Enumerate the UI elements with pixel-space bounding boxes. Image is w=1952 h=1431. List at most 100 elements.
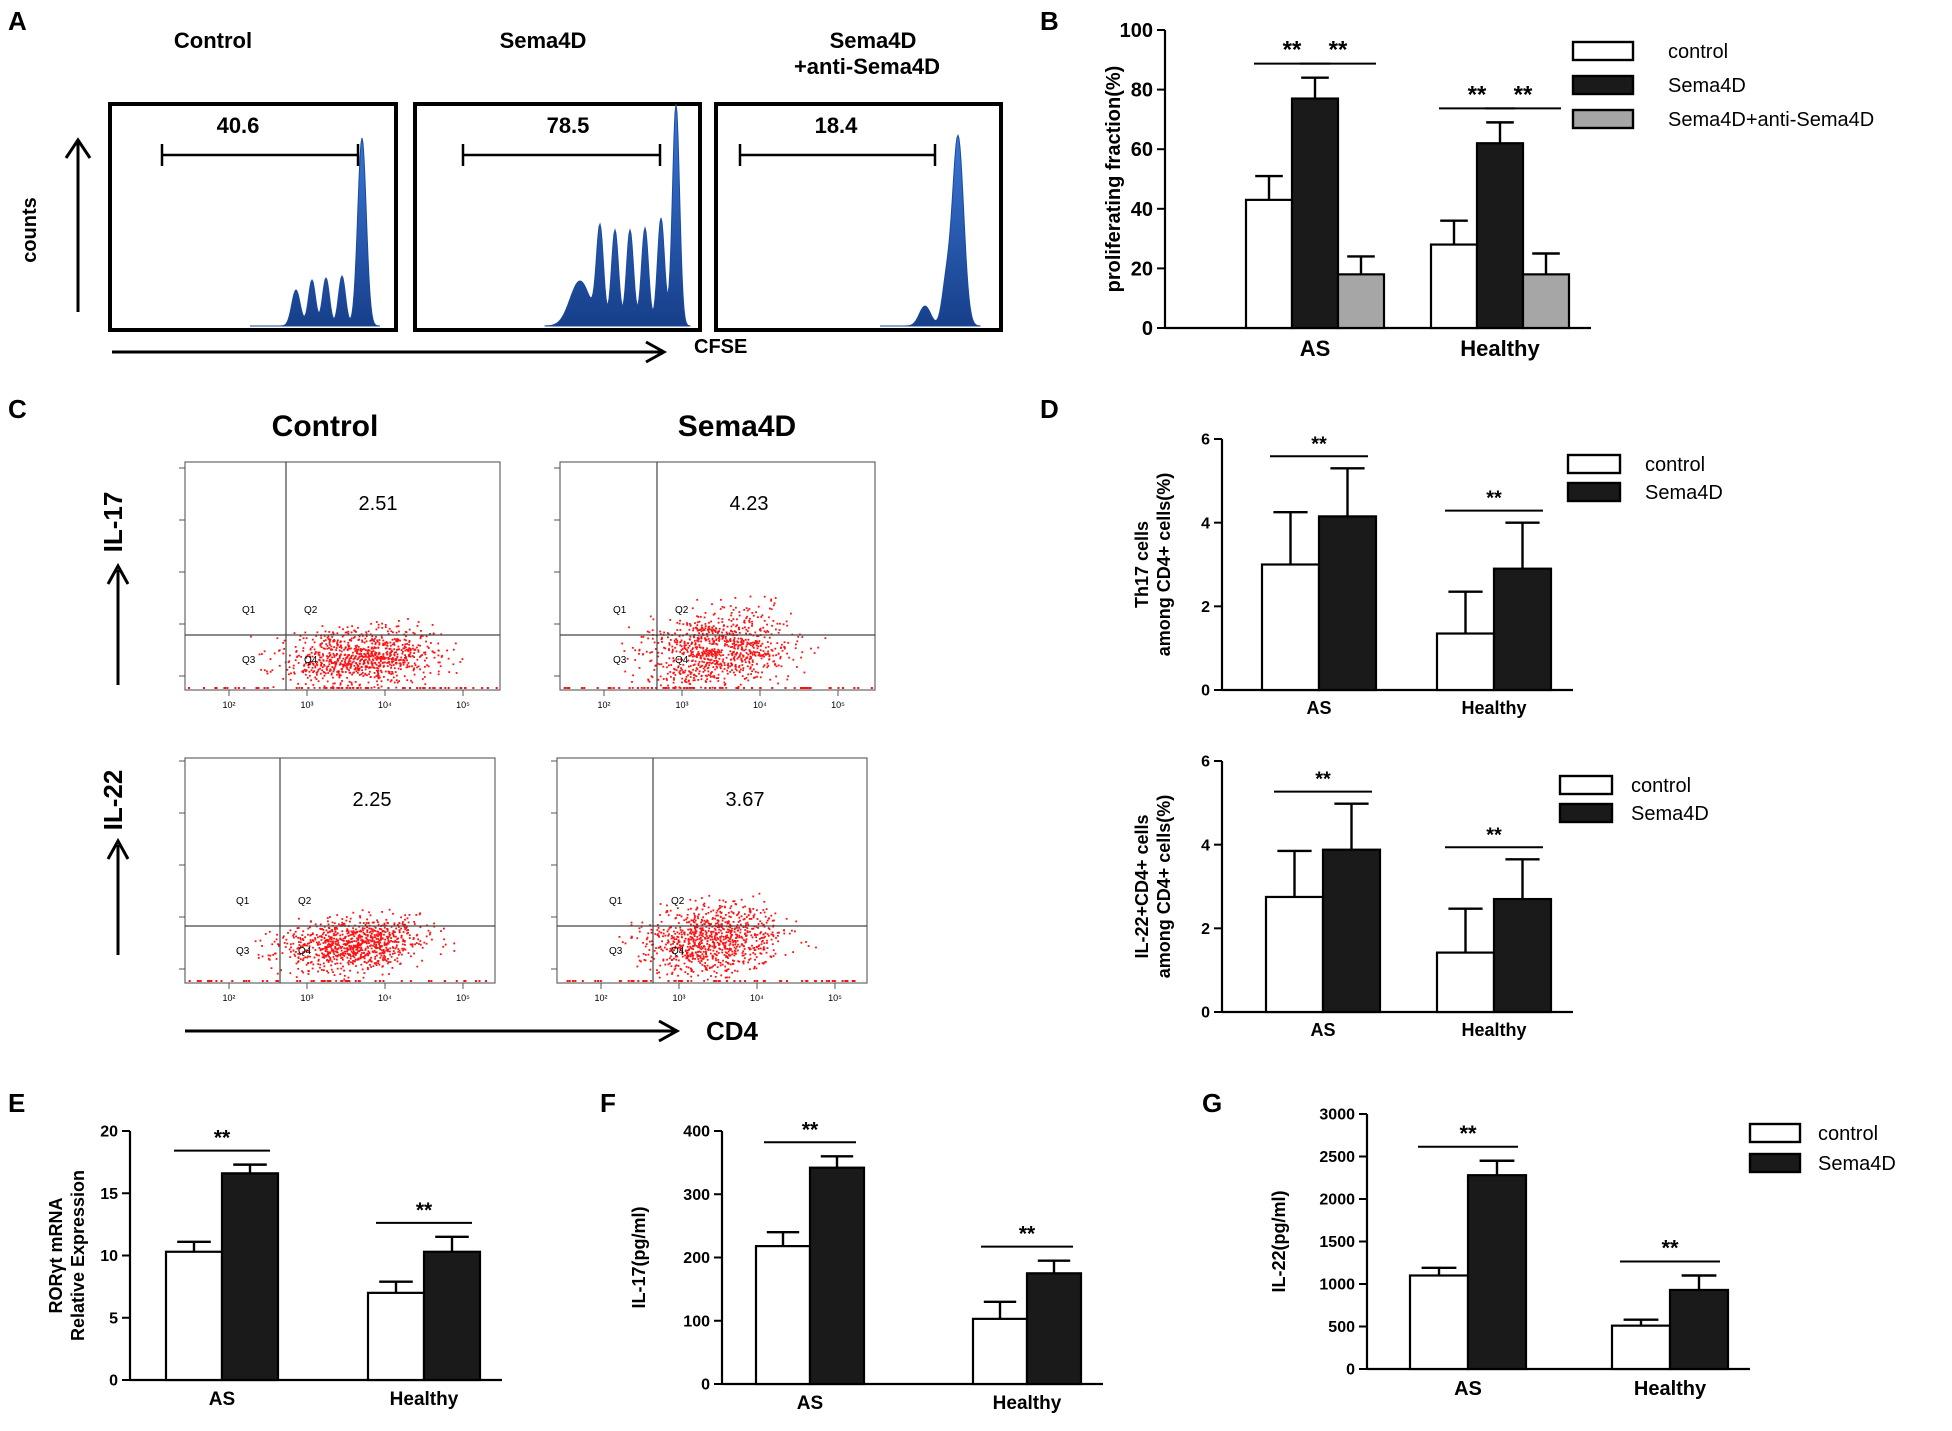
cell-event [718, 640, 720, 642]
cell-event [672, 681, 675, 684]
cell-event [707, 628, 709, 631]
cell-event [718, 931, 720, 934]
legend-swatch [1571, 108, 1635, 130]
legend-swatch [1571, 74, 1635, 96]
cell-event [354, 946, 357, 949]
cell-event [376, 639, 379, 642]
bar-sema4d-as [1317, 515, 1378, 692]
cell-event [707, 922, 710, 925]
cell-event [329, 916, 331, 918]
cell-event [717, 637, 720, 640]
cell-event [289, 943, 292, 946]
log-tick-label: 10³ [300, 993, 313, 1003]
cell-event [671, 649, 674, 652]
cell-event [425, 657, 428, 659]
cell-event [321, 936, 323, 939]
cell-event [327, 980, 330, 982]
cell-event [733, 647, 736, 649]
cell-event [294, 646, 297, 648]
cell-event [363, 662, 366, 664]
cell-event [727, 957, 729, 959]
cell-event [710, 658, 713, 661]
cell-event [700, 640, 702, 643]
cell-event [693, 918, 696, 921]
cell-event [420, 654, 422, 657]
cell-event [758, 944, 761, 947]
cell-event [718, 928, 721, 931]
cell-event [304, 673, 307, 676]
cell-event [740, 943, 743, 946]
cell-event [362, 940, 364, 943]
cell-event [686, 957, 689, 959]
cell-event [375, 647, 377, 649]
cell-event [377, 687, 380, 689]
cell-event [733, 671, 735, 674]
cell-event [642, 980, 645, 982]
cell-event [313, 687, 316, 689]
cell-event [697, 951, 699, 953]
cell-event [377, 670, 379, 673]
cell-event [337, 947, 340, 950]
cell-event [446, 649, 448, 652]
cell-event [342, 940, 345, 942]
cell-event [395, 659, 397, 662]
panel-a: A counts CFSE Control 40.6 Sema4D 78.5 S… [8, 6, 1003, 364]
cell-event [727, 664, 730, 667]
cell-event [357, 980, 360, 982]
cell-event [396, 640, 399, 643]
cell-event [311, 967, 314, 970]
cell-event [317, 680, 320, 683]
cell-event [295, 687, 298, 689]
cell-event [724, 951, 727, 954]
cell-event [700, 918, 703, 921]
cell-event [738, 934, 741, 937]
cell-event [344, 950, 347, 953]
cell-event [784, 687, 787, 689]
cell-event [406, 648, 408, 651]
cell-event [319, 656, 321, 659]
cell-event [737, 637, 740, 640]
cell-event [410, 679, 412, 682]
cell-event [723, 640, 726, 642]
cell-event [724, 969, 727, 972]
cell-event [675, 669, 678, 671]
cell-event [377, 941, 380, 944]
cell-event [417, 621, 420, 623]
cell-event [372, 647, 375, 650]
log-tick-label: 10² [594, 993, 607, 1003]
cell-event [256, 687, 259, 689]
cell-event [408, 934, 411, 937]
cell-event [400, 656, 403, 659]
cell-event [646, 630, 649, 633]
significance-label: ** [1283, 37, 1302, 64]
cell-event [677, 936, 680, 939]
cell-event [305, 656, 307, 659]
cell-event [324, 946, 327, 948]
cell-event [370, 956, 372, 959]
row-label-il22: IL-22 [98, 770, 128, 831]
cell-event [402, 931, 405, 933]
cell-event [356, 958, 359, 961]
cell-event [237, 687, 240, 689]
cell-event [324, 647, 326, 650]
cell-event [670, 664, 673, 666]
cell-event [309, 648, 312, 651]
cell-event [711, 956, 714, 959]
cell-event [403, 675, 406, 678]
cell-event [687, 646, 690, 649]
cell-event [674, 947, 676, 949]
cell-event [785, 620, 788, 623]
cell-event [844, 980, 847, 982]
cell-event [661, 641, 663, 643]
cell-event [319, 927, 322, 930]
cell-event [750, 918, 753, 920]
cell-event [307, 666, 310, 669]
cell-event [723, 644, 726, 647]
cell-event [440, 633, 443, 636]
cell-event [831, 980, 834, 982]
cell-event [340, 650, 343, 653]
cell-event [301, 670, 304, 673]
cell-event [367, 939, 370, 942]
cell-event [393, 922, 396, 925]
